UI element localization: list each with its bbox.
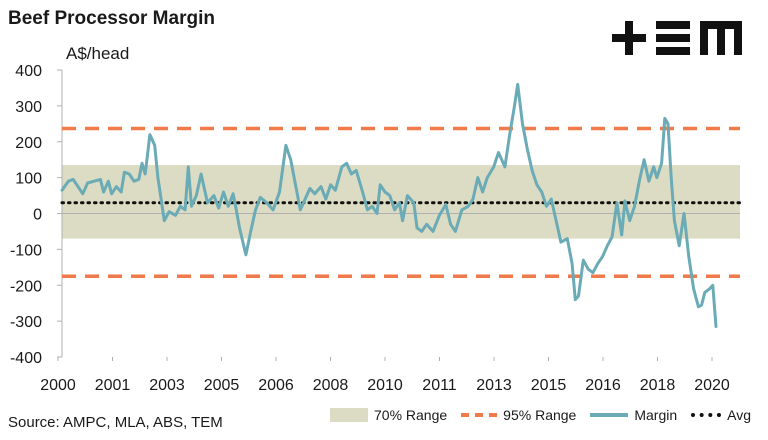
y-tick-label: 200 bbox=[15, 135, 42, 152]
legend-item-70-range: 70% Range bbox=[330, 407, 447, 423]
legend-item-margin: Margin bbox=[590, 407, 677, 423]
x-tick-label: 2006 bbox=[258, 377, 294, 394]
logo-m-middle bbox=[717, 29, 725, 55]
legend-label-avg: Avg bbox=[727, 407, 752, 423]
x-tick-label: 2020 bbox=[694, 377, 730, 394]
x-tick-label: 2013 bbox=[476, 377, 512, 394]
legend-swatch-dashed bbox=[461, 413, 498, 417]
legend-label-margin: Margin bbox=[634, 407, 678, 423]
logo-plus-vertical bbox=[625, 21, 633, 55]
legend-swatch-band bbox=[330, 408, 368, 422]
legend-label-70-range: 70% Range bbox=[374, 407, 448, 423]
y-tick-label: -400 bbox=[10, 350, 42, 367]
legend-item-95-range: 95% Range bbox=[461, 407, 576, 423]
y-axis-unit-label: A$/head bbox=[66, 44, 130, 63]
logo-m-left bbox=[700, 21, 708, 55]
margin-line bbox=[60, 82, 718, 328]
y-tick-label: 0 bbox=[33, 207, 42, 224]
tem-logo bbox=[612, 21, 742, 55]
y-tick-label: -300 bbox=[10, 314, 42, 331]
x-tick-label: 2005 bbox=[204, 377, 240, 394]
logo-m-top bbox=[700, 21, 742, 29]
source-note: Source: AMPC, MLA, ABS, TEM bbox=[8, 414, 223, 431]
x-tick-label: 2001 bbox=[95, 377, 131, 394]
legend: 70% Range 95% Range Margin Avg bbox=[330, 407, 751, 423]
y-tick-label: 100 bbox=[15, 171, 42, 188]
y-tick-label: -100 bbox=[10, 242, 42, 259]
legend-item-avg: Avg bbox=[691, 407, 751, 423]
legend-swatch-line bbox=[590, 413, 629, 417]
x-tick-label: 2011 bbox=[422, 377, 457, 394]
logo-m-right bbox=[734, 29, 742, 55]
y-tick-label: 300 bbox=[15, 99, 42, 116]
x-tick-label: 2008 bbox=[313, 377, 349, 394]
x-tick-label: 2010 bbox=[367, 377, 403, 394]
logo-e-top bbox=[656, 21, 690, 29]
y-tick-label: -200 bbox=[10, 278, 42, 295]
chart-title: Beef Processor Margin bbox=[8, 8, 215, 29]
logo-e-middle bbox=[656, 34, 690, 42]
legend-label-95-range: 95% Range bbox=[503, 407, 577, 423]
x-tick-label: 2000 bbox=[40, 377, 76, 394]
x-tick-label: 2003 bbox=[149, 377, 185, 394]
x-tick-label: 2018 bbox=[640, 377, 676, 394]
y-tick-label: 400 bbox=[15, 63, 42, 80]
x-tick-label: 2015 bbox=[531, 377, 567, 394]
x-tick-label: 2016 bbox=[585, 377, 621, 394]
logo-e-bottom bbox=[656, 47, 690, 55]
legend-swatch-dotted bbox=[691, 413, 722, 417]
